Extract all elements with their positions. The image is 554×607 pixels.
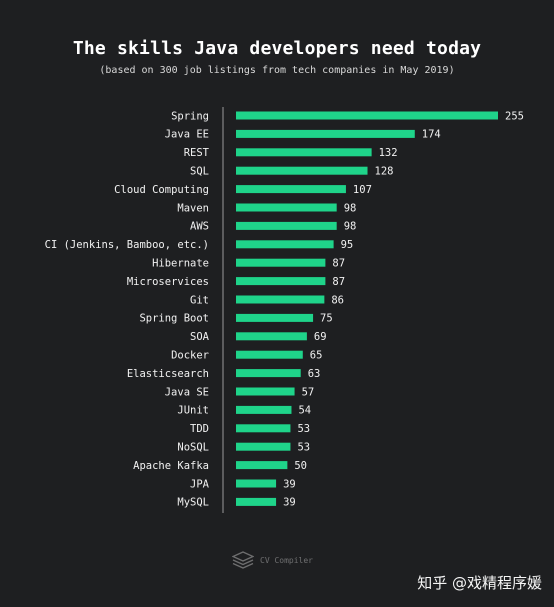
value-label: 53 <box>297 442 310 454</box>
category-label: Cloud Computing <box>114 184 209 196</box>
category-label: Git <box>190 294 209 306</box>
category-label: Hibernate <box>152 258 209 270</box>
bar <box>236 332 307 341</box>
category-label: Java SE <box>165 386 209 398</box>
category-label: Apache Kafka <box>133 460 209 472</box>
category-label: REST <box>184 147 210 159</box>
value-label: 128 <box>375 166 394 178</box>
bar <box>236 203 337 212</box>
bar <box>236 479 277 488</box>
bar <box>236 277 326 286</box>
watermark-text: CV Compiler <box>260 555 313 565</box>
value-label: 255 <box>505 110 524 122</box>
category-label: JPA <box>190 478 210 490</box>
bar <box>236 240 334 249</box>
bar <box>236 185 346 194</box>
stack-layers-icon <box>232 551 254 569</box>
value-label: 57 <box>302 386 315 398</box>
bar <box>236 350 303 359</box>
category-label: MySQL <box>177 497 209 509</box>
bar <box>236 148 372 157</box>
value-label: 75 <box>320 313 333 325</box>
bar <box>236 111 498 120</box>
bar <box>236 387 295 396</box>
bar <box>236 461 288 470</box>
value-label: 50 <box>294 460 307 472</box>
value-label: 39 <box>283 478 296 490</box>
category-label: Spring Boot <box>139 313 209 325</box>
bars <box>236 111 498 506</box>
bar <box>236 497 277 506</box>
bar <box>236 166 368 175</box>
bar <box>236 369 301 378</box>
bar <box>236 258 326 267</box>
category-label: SOA <box>190 331 210 343</box>
bar <box>236 424 291 433</box>
value-label: 65 <box>310 350 323 362</box>
bar <box>236 221 337 230</box>
category-label: TDD <box>190 423 209 435</box>
category-label: Microservices <box>127 276 209 288</box>
cv-compiler-watermark: CV Compiler <box>232 551 313 569</box>
value-label: 39 <box>283 497 296 509</box>
source-credit: 知乎 @戏精程序媛 <box>417 574 542 592</box>
category-label: Spring <box>171 110 209 122</box>
value-label: 87 <box>332 276 345 288</box>
value-label: 87 <box>332 258 345 270</box>
value-label: 53 <box>297 423 310 435</box>
category-label: Elasticsearch <box>127 368 209 380</box>
bar <box>236 442 291 451</box>
value-label: 69 <box>314 331 327 343</box>
chart-title: The skills Java developers need today <box>72 38 482 59</box>
chart-subtitle: (based on 300 job listings from tech com… <box>99 65 455 76</box>
value-label: 98 <box>344 221 357 233</box>
value-label: 95 <box>341 239 354 251</box>
category-label: Java EE <box>165 129 209 141</box>
category-label: SQL <box>190 166 209 178</box>
category-label: JUnit <box>177 405 209 417</box>
value-label: 174 <box>422 129 441 141</box>
category-label: NoSQL <box>177 442 209 454</box>
category-label: Maven <box>177 202 209 214</box>
value-label: 98 <box>344 202 357 214</box>
category-label: AWS <box>190 221 209 233</box>
bar <box>236 295 325 304</box>
category-label: CI (Jenkins, Bamboo, etc.) <box>45 239 209 251</box>
category-labels: Spring Java EE REST SQL Cloud Computing Maven… <box>45 110 210 508</box>
value-label: 86 <box>331 294 344 306</box>
value-label: 132 <box>379 147 398 159</box>
value-label: 107 <box>353 184 372 196</box>
bar <box>236 313 314 322</box>
category-label: Docker <box>171 350 209 362</box>
bar <box>236 405 292 414</box>
value-label: 63 <box>308 368 321 380</box>
bar <box>236 129 415 138</box>
value-label: 54 <box>298 405 311 417</box>
